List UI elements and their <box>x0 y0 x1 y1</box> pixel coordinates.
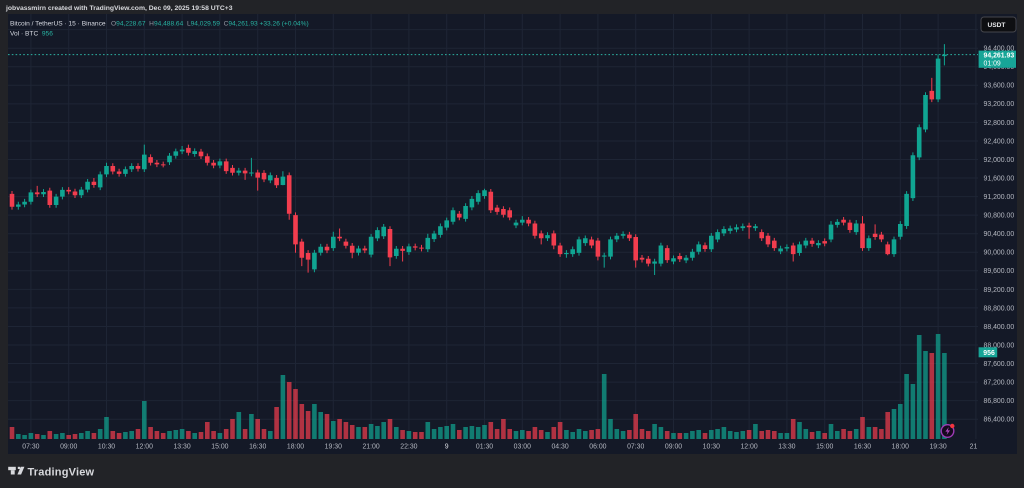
svg-text:90,800.00: 90,800.00 <box>984 213 1015 220</box>
svg-text:88,400.00: 88,400.00 <box>984 324 1015 331</box>
svg-text:18:00: 18:00 <box>892 444 909 451</box>
svg-text:04:30: 04:30 <box>551 444 568 451</box>
svg-text:88,000.00: 88,000.00 <box>984 342 1015 349</box>
svg-text:94,261.93: 94,261.93 <box>984 53 1015 60</box>
svg-text:10:30: 10:30 <box>98 444 115 451</box>
svg-text:Bitcoin / TetherUS · 15 · Bina: Bitcoin / TetherUS · 15 · Binance O94,22… <box>10 21 309 28</box>
svg-text:12:00: 12:00 <box>136 444 153 451</box>
svg-text:10:30: 10:30 <box>703 444 720 451</box>
svg-text:07:30: 07:30 <box>22 444 39 451</box>
svg-text:92,800.00: 92,800.00 <box>984 120 1015 127</box>
svg-text:956: 956 <box>983 350 995 357</box>
svg-text:jobvassmirn created with Tradi: jobvassmirn created with TradingView.com… <box>5 5 233 12</box>
svg-text:01:30: 01:30 <box>476 444 493 451</box>
svg-text:USDT: USDT <box>988 22 1006 29</box>
svg-text:90,000.00: 90,000.00 <box>984 250 1015 257</box>
svg-text:07:30: 07:30 <box>627 444 644 451</box>
svg-text:Vol · BTC 956: Vol · BTC 956 <box>10 31 53 38</box>
svg-text:01:09: 01:09 <box>984 61 1001 68</box>
svg-text:18:00: 18:00 <box>287 444 304 451</box>
svg-text:13:30: 13:30 <box>173 444 190 451</box>
svg-text:91,200.00: 91,200.00 <box>984 194 1015 201</box>
svg-text:22:30: 22:30 <box>400 444 417 451</box>
svg-text:06:00: 06:00 <box>589 444 606 451</box>
svg-text:93,600.00: 93,600.00 <box>984 83 1015 90</box>
svg-text:88,800.00: 88,800.00 <box>984 305 1015 312</box>
svg-text:19:30: 19:30 <box>325 444 342 451</box>
svg-text:9: 9 <box>445 444 449 451</box>
svg-text:90,400.00: 90,400.00 <box>984 231 1015 238</box>
svg-text:89,200.00: 89,200.00 <box>984 287 1015 294</box>
svg-text:03:00: 03:00 <box>514 444 531 451</box>
svg-text:92,000.00: 92,000.00 <box>984 157 1015 164</box>
svg-text:16:30: 16:30 <box>249 444 266 451</box>
svg-text:09:00: 09:00 <box>665 444 682 451</box>
svg-text:93,200.00: 93,200.00 <box>984 101 1015 108</box>
svg-text:13:30: 13:30 <box>778 444 795 451</box>
svg-text:86,400.00: 86,400.00 <box>984 417 1015 424</box>
svg-text:21:00: 21:00 <box>362 444 379 451</box>
svg-text:12:00: 12:00 <box>740 444 757 451</box>
svg-text:94,400.00: 94,400.00 <box>984 46 1015 53</box>
svg-text:87,200.00: 87,200.00 <box>984 380 1015 387</box>
svg-text:92,400.00: 92,400.00 <box>984 138 1015 145</box>
svg-text:TradingView: TradingView <box>28 467 95 479</box>
svg-text:19:30: 19:30 <box>929 444 946 451</box>
svg-text:87,600.00: 87,600.00 <box>984 361 1015 368</box>
svg-text:09:00: 09:00 <box>60 444 77 451</box>
svg-text:86,800.00: 86,800.00 <box>984 398 1015 405</box>
svg-text:21: 21 <box>970 444 978 451</box>
svg-text:15:00: 15:00 <box>816 444 833 451</box>
svg-text:91,600.00: 91,600.00 <box>984 176 1015 183</box>
svg-text:16:30: 16:30 <box>854 444 871 451</box>
svg-text:89,600.00: 89,600.00 <box>984 268 1015 275</box>
svg-text:15:00: 15:00 <box>211 444 228 451</box>
